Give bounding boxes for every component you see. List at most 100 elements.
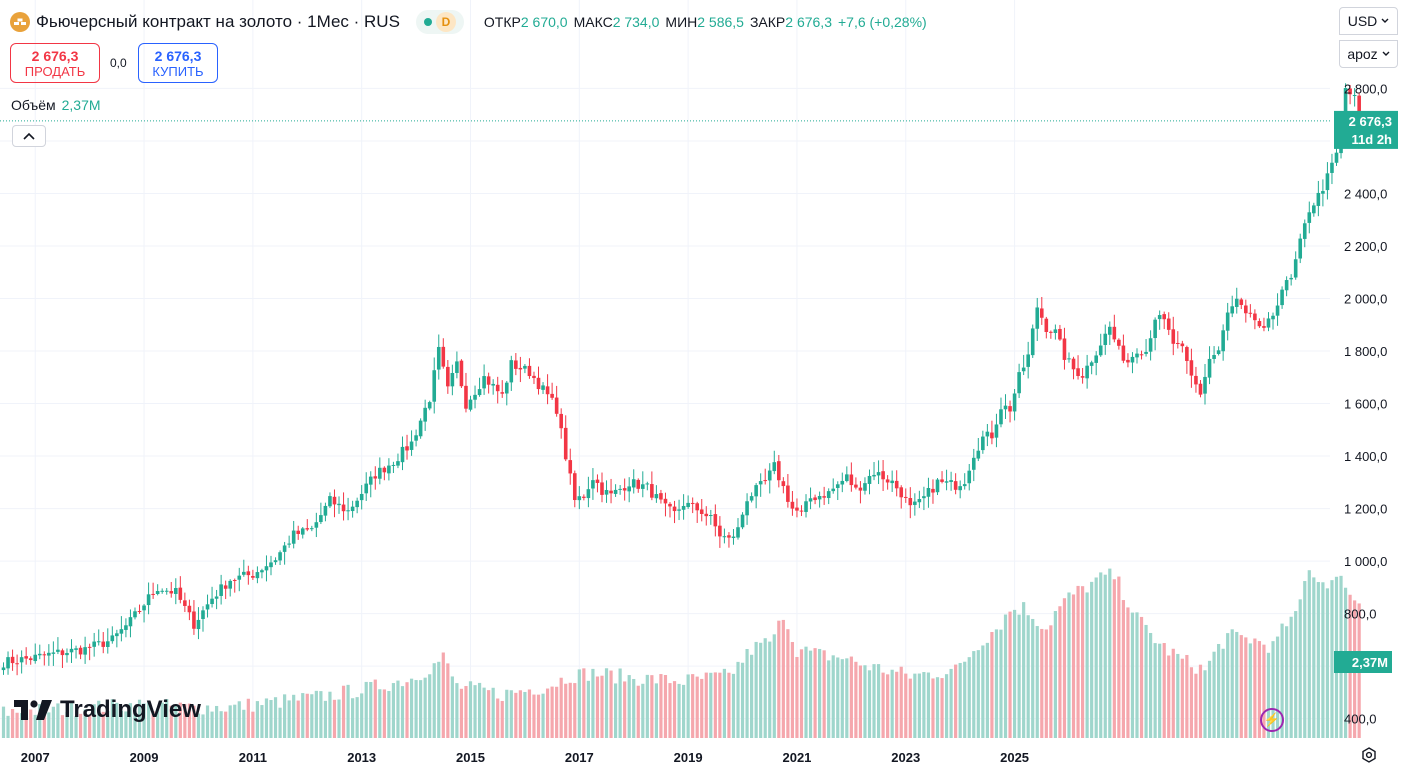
candle <box>967 463 972 491</box>
currency-label: USD <box>1347 13 1378 29</box>
candle-body <box>758 481 763 485</box>
candle-body <box>518 367 523 370</box>
candle <box>355 497 359 514</box>
candle-body <box>1103 333 1108 346</box>
candle <box>650 471 654 501</box>
volume-bar <box>477 682 482 738</box>
tradingview-logo[interactable]: TradingView <box>14 696 201 724</box>
currency-selector[interactable]: USD <box>1339 7 1398 35</box>
lightning-icon[interactable]: ⚡ <box>1260 708 1284 732</box>
volume-bar <box>958 662 962 738</box>
countdown-text: 11d 2h <box>1352 132 1393 147</box>
candle-body <box>749 496 754 501</box>
candle <box>745 493 749 525</box>
candle <box>1284 276 1289 297</box>
candle <box>110 626 115 644</box>
candle-body <box>536 377 541 390</box>
candle-body <box>568 460 573 474</box>
gold-coin-icon <box>10 12 30 32</box>
candle <box>899 485 904 509</box>
unit-selector[interactable]: apoz <box>1339 40 1398 68</box>
candle-body <box>455 361 459 373</box>
candle <box>255 566 260 584</box>
volume-bar <box>183 704 187 738</box>
candle <box>559 408 563 439</box>
sell-button[interactable]: 2 676,3 ПРОДАТЬ <box>10 43 100 83</box>
volume-bar <box>1180 658 1184 738</box>
volume-bar <box>314 690 318 738</box>
volume-bar <box>1194 673 1198 738</box>
candle-body <box>368 476 373 485</box>
candle-body <box>1135 353 1139 358</box>
candle <box>976 438 981 462</box>
x-tick-label: 2023 <box>891 750 920 765</box>
last-volume-tag-bg <box>1334 651 1392 673</box>
candle-body <box>1293 259 1298 278</box>
candle <box>378 457 382 485</box>
volume-bar <box>165 699 169 738</box>
candle-body <box>999 409 1003 425</box>
candle <box>518 356 523 383</box>
candle <box>1053 324 1058 340</box>
candle-body <box>92 641 96 647</box>
volume-bar <box>65 711 69 738</box>
volume-bar <box>849 656 853 738</box>
volume-bar <box>677 683 681 738</box>
candle <box>314 512 319 538</box>
candle <box>1207 346 1212 385</box>
candle-body <box>1203 376 1207 394</box>
volume-bar <box>559 677 563 738</box>
volume-bar <box>858 665 863 738</box>
last-volume-text: 2,37M <box>1352 655 1388 670</box>
candle-body <box>160 590 164 592</box>
candle-body <box>985 431 990 437</box>
volume-bar <box>727 672 731 738</box>
candle <box>164 588 169 595</box>
candle <box>1049 330 1053 339</box>
candle-body <box>151 593 155 595</box>
candle-body <box>695 503 700 511</box>
buy-button[interactable]: 2 676,3 КУПИТЬ <box>138 43 218 83</box>
volume-bar <box>482 687 486 738</box>
volume-bar <box>15 712 19 738</box>
volume-label: Объём <box>11 97 56 113</box>
candle-body <box>87 646 92 648</box>
candle <box>1080 367 1085 384</box>
gear-icon[interactable] <box>1360 746 1378 764</box>
close-label: ЗАКР <box>749 14 786 30</box>
candle-body <box>1280 289 1284 306</box>
volume-bar <box>192 705 196 738</box>
candle-body <box>1144 351 1148 354</box>
market-status-badges[interactable]: D <box>415 10 464 34</box>
candle <box>1062 327 1067 370</box>
symbol-title[interactable]: Фьючерсный контракт на золото · 1Мес · R… <box>36 12 400 31</box>
candle <box>740 512 745 530</box>
candle-body <box>1221 330 1225 352</box>
candle <box>677 499 681 521</box>
volume-bar <box>536 694 541 738</box>
volume-bar <box>1076 585 1080 738</box>
candle-body <box>1035 307 1040 329</box>
volume-bar <box>854 661 858 738</box>
collapse-legend-button[interactable] <box>12 125 46 147</box>
candle <box>96 629 101 646</box>
candle-body <box>1321 191 1325 194</box>
candle <box>790 491 795 516</box>
candle-body <box>219 584 223 596</box>
volume-bar <box>740 662 745 738</box>
volume-legend[interactable]: Объём 2,37M <box>11 97 101 113</box>
candle <box>37 644 42 660</box>
candle <box>1194 366 1198 393</box>
candle-body <box>328 496 332 507</box>
candle <box>1185 345 1189 374</box>
candle-body <box>958 486 962 491</box>
volume-bar <box>441 652 445 738</box>
candle <box>1248 304 1253 318</box>
candle <box>128 609 133 638</box>
volume-bar <box>944 674 949 738</box>
volume-bar <box>310 694 314 738</box>
last-price-tag-bg <box>1334 110 1398 149</box>
volume-bar <box>224 711 228 738</box>
candle-body <box>1330 162 1334 173</box>
